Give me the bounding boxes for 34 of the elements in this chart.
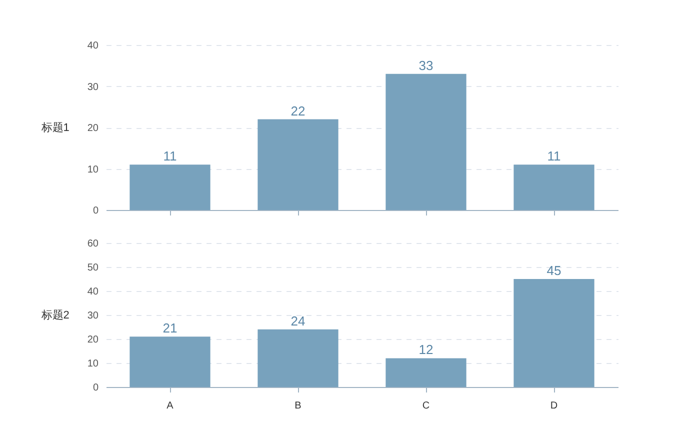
y-tick-label: 10 [87,358,99,370]
bar [386,74,466,210]
data-label: 12 [418,342,434,358]
data-label: 11 [547,148,561,164]
bar [258,329,338,387]
y-axis-title: 标题1 [40,122,70,134]
x-tick-label: C [422,400,430,412]
data-label: 45 [546,263,562,278]
x-tick-label: A [166,400,174,412]
y-tick-label: 20 [87,123,99,134]
x-tick-label: D [550,400,558,412]
bar [386,358,466,387]
bar [130,164,210,210]
data-label: 11 [163,148,177,164]
y-tick-label: 0 [92,382,99,394]
data-label: 24 [290,313,306,328]
y-axis-title: 标题2 [40,310,70,322]
bar [258,119,338,210]
y-tick-label: 20 [87,334,99,346]
bar [130,336,210,387]
y-tick-label: 50 [87,262,99,274]
y-tick-label: 10 [87,164,99,176]
data-label: 21 [162,320,178,336]
data-label: 22 [290,103,306,118]
y-tick-label: 0 [92,206,99,216]
bar [514,164,594,210]
x-tick-label: B [294,400,302,412]
y-tick-label: 60 [87,238,99,250]
y-tick-label: 30 [87,310,99,322]
y-tick-label: 30 [87,82,99,93]
y-tick-label: 40 [87,40,99,52]
data-label: 33 [418,58,434,73]
y-tick-label: 40 [87,286,99,298]
bar [514,279,594,387]
